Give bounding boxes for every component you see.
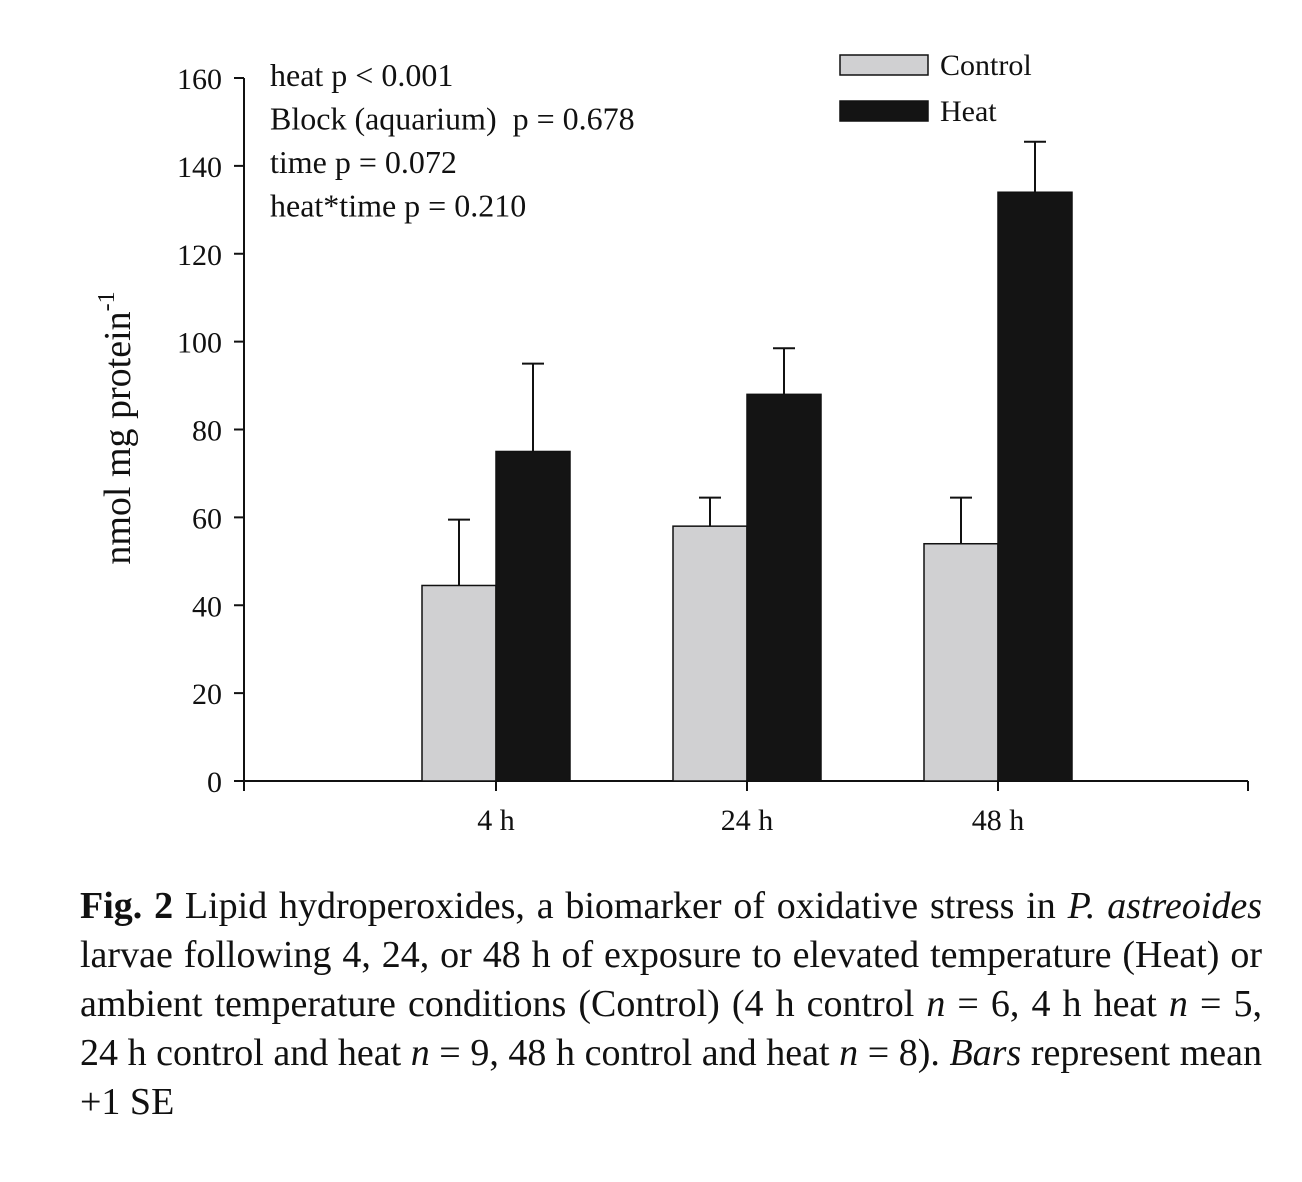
y-tick-label: 80 — [192, 415, 222, 448]
bar-heat — [997, 191, 1073, 782]
legend-label-control: Control — [940, 49, 1032, 82]
y-axis-label: nmol mg protein-1 — [94, 291, 139, 564]
error-bars-group — [448, 140, 1046, 586]
y-axis-label-superscript: -1 — [94, 291, 120, 311]
x-tick-label: 4 h — [477, 804, 515, 837]
y-tick-label: 0 — [207, 766, 222, 799]
y-tick-label: 160 — [177, 63, 222, 96]
y-tick-label: 60 — [192, 502, 222, 535]
bar-control — [923, 542, 999, 782]
legend-swatch-heat — [839, 100, 929, 122]
y-tick-label: 120 — [177, 239, 222, 272]
bar-control — [421, 584, 497, 782]
y-tick-label: 40 — [192, 590, 222, 623]
y-axis-label-main: nmol mg protein — [97, 311, 139, 564]
legend-swatch-control — [839, 54, 929, 76]
x-axis: 4 h 24 h 48 h — [243, 780, 1249, 837]
stats-annotations: heat p < 0.001 Block (aquarium) p = 0.678… — [270, 57, 635, 224]
bars-group — [421, 191, 1073, 782]
x-tick-label: 48 h — [972, 804, 1025, 837]
y-tick-label: 20 — [192, 678, 222, 711]
figure-label: Fig. 2 — [80, 885, 174, 927]
bar-heat — [746, 393, 822, 782]
x-tick-label: 24 h — [721, 804, 774, 837]
legend: Control Heat — [839, 49, 1032, 128]
y-tick-label: 100 — [177, 327, 222, 360]
bar-control — [672, 525, 748, 782]
bar-heat — [495, 450, 571, 782]
bar-chart: 0 20 40 60 80 100 120 140 160 4 h 24 h 48 h Contro… — [94, 49, 1249, 837]
stat-annotation: heat*time p = 0.210 — [270, 188, 526, 224]
y-tick-label: 140 — [177, 151, 222, 184]
stat-annotation: heat p < 0.001 — [270, 57, 453, 93]
legend-label-heat: Heat — [940, 95, 997, 128]
stat-annotation: time p = 0.072 — [270, 144, 457, 180]
species-name: P. astreoides — [1067, 885, 1262, 927]
stat-annotation: Block (aquarium) p = 0.678 — [270, 101, 635, 137]
figure-caption: Fig. 2 Lipid hydroperoxides, a biomarker… — [80, 885, 1262, 1123]
y-axis: 0 20 40 60 80 100 120 140 160 — [177, 63, 245, 799]
